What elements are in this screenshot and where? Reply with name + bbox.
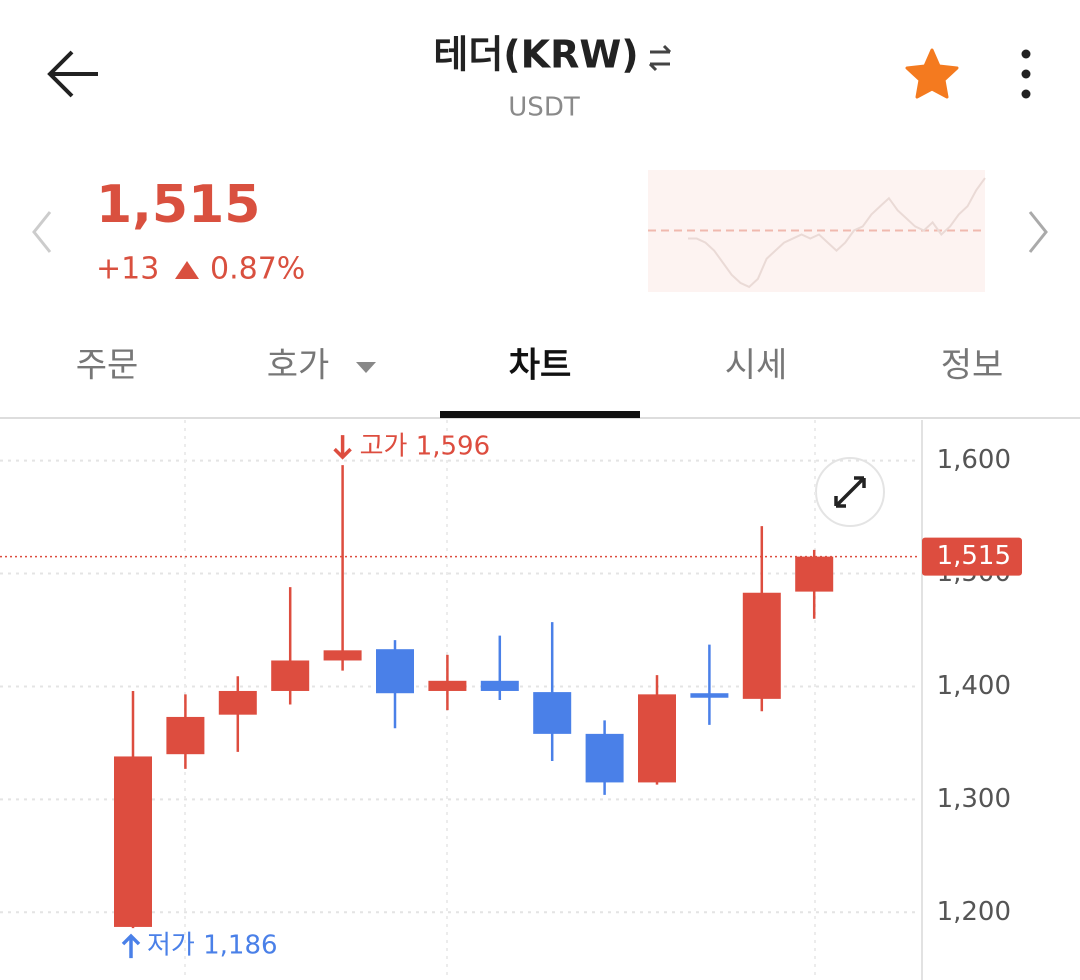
candle-body xyxy=(690,693,729,698)
current-price-label: 1,515 xyxy=(937,541,1011,571)
current-price-box xyxy=(922,537,1022,576)
candle-body xyxy=(271,660,310,691)
y-tick-label: 1,200 xyxy=(937,897,1011,927)
change-rate: 0.87% xyxy=(210,252,305,287)
low-annotation: 저가 1,186 xyxy=(147,931,278,961)
candle-body xyxy=(428,680,467,691)
candle-body xyxy=(323,650,362,661)
y-tick-label: 1,300 xyxy=(937,784,1011,814)
tab[interactable]: 호가 xyxy=(267,346,330,386)
candle-body xyxy=(376,649,414,694)
tab[interactable]: 시세 xyxy=(725,346,788,386)
y-tick-label: 1,600 xyxy=(937,445,1011,475)
tab[interactable]: 주문 xyxy=(76,346,139,386)
more-menu[interactable] xyxy=(1021,49,1031,99)
back-button[interactable] xyxy=(47,50,98,98)
candle-body xyxy=(742,592,781,699)
candle-body xyxy=(114,756,152,927)
low-arrow xyxy=(121,933,141,959)
candle-body xyxy=(480,680,519,691)
expand-button[interactable] xyxy=(815,457,885,527)
prev-arrow[interactable] xyxy=(32,211,52,253)
up-triangle xyxy=(175,261,199,279)
high-arrow xyxy=(333,435,352,460)
candle-body xyxy=(166,716,205,755)
candle-body xyxy=(795,556,834,592)
sparkline xyxy=(688,177,986,289)
favorite-star[interactable] xyxy=(905,48,959,99)
price-change: +13 xyxy=(96,252,159,287)
next-arrow[interactable] xyxy=(1028,211,1048,253)
candle-body xyxy=(585,733,624,783)
candle-body xyxy=(638,694,676,783)
candle-body xyxy=(218,690,257,715)
dropdown-caret xyxy=(356,362,376,373)
high-annotation: 고가 1,596 xyxy=(360,432,491,462)
tab[interactable]: 차트 xyxy=(509,346,572,386)
tab[interactable]: 정보 xyxy=(941,346,1004,386)
active-tab-indicator xyxy=(440,411,640,418)
page-subtitle: USDT xyxy=(508,93,580,123)
candle-body xyxy=(533,692,572,734)
swap-icon[interactable] xyxy=(648,44,672,72)
y-tick-label: 1,400 xyxy=(937,671,1011,701)
price: 1,515 xyxy=(96,175,260,235)
page-title: 테더(KRW) xyxy=(433,33,638,77)
